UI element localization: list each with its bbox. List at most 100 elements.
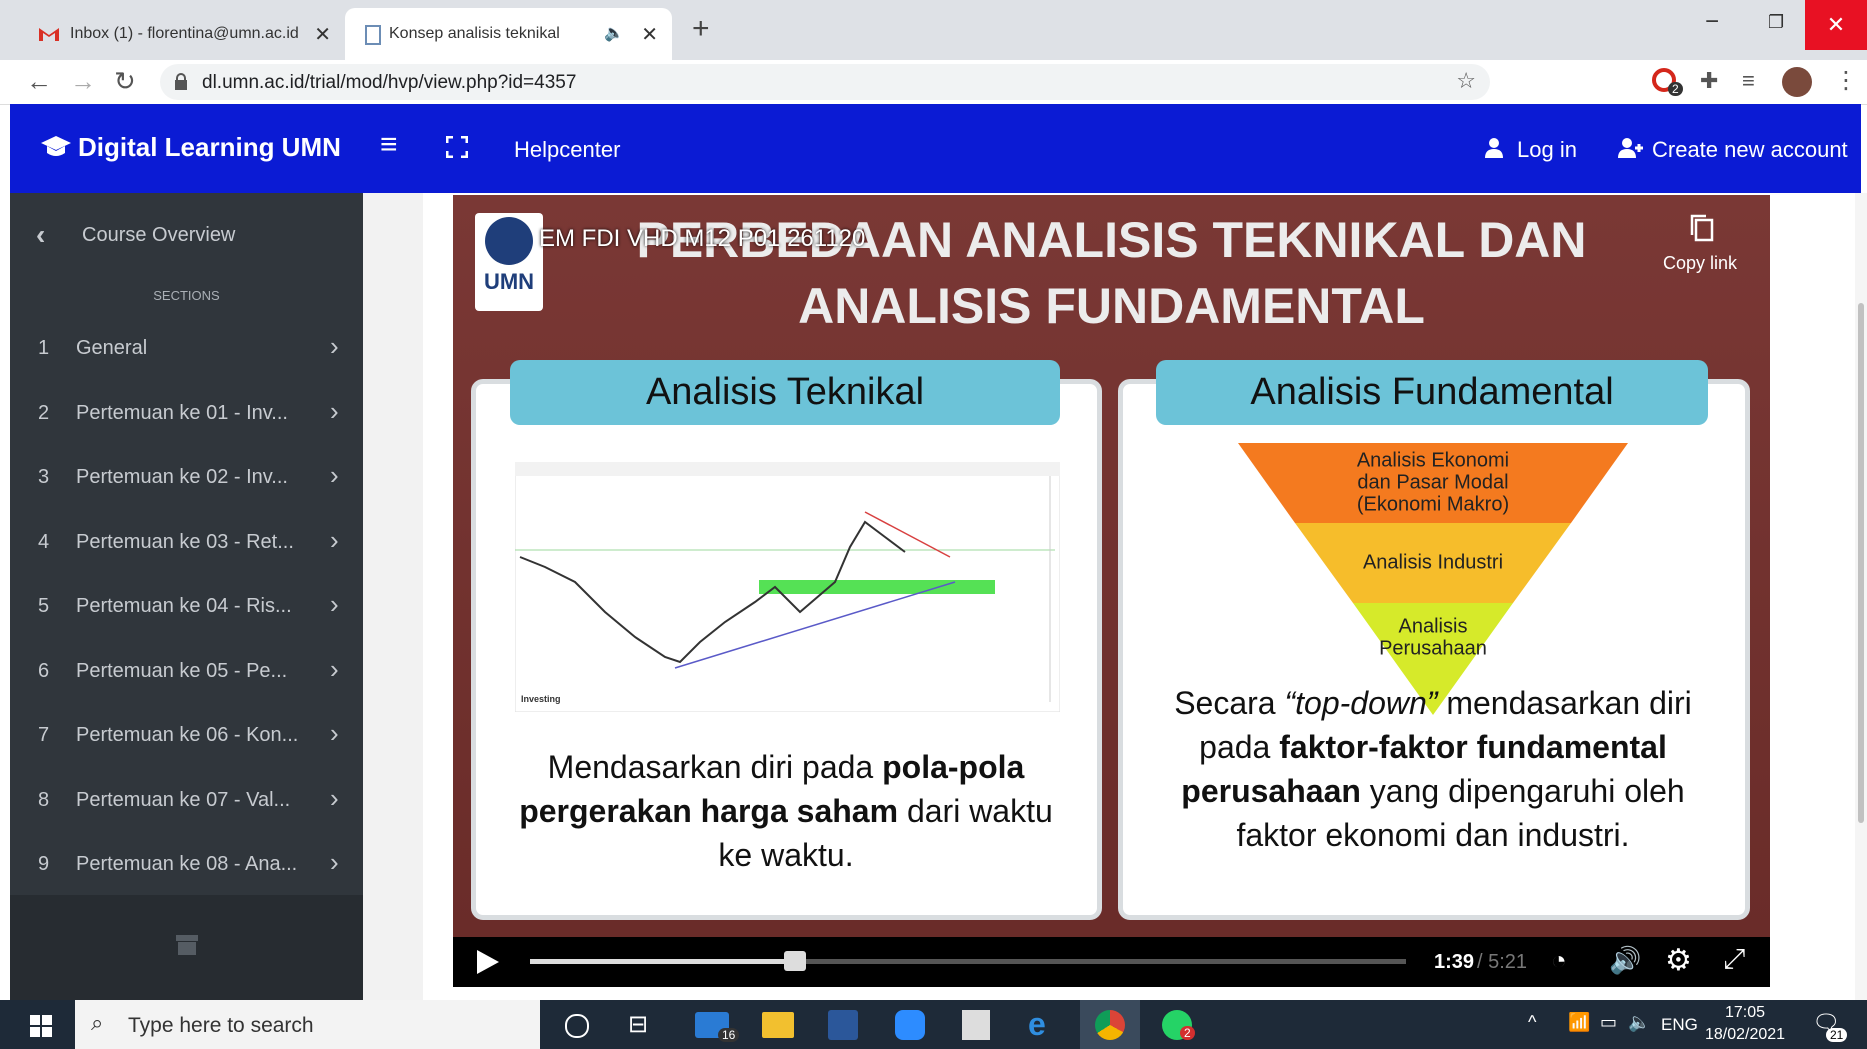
reload-button[interactable]: ↻ [114, 66, 136, 97]
signup-link[interactable]: Create new account [1652, 137, 1848, 163]
content-gutter [363, 193, 423, 1000]
brand[interactable]: Digital Learning UMN [78, 132, 341, 163]
panel-text: Secara “top-down” mendasarkan diri pada … [1143, 681, 1723, 857]
section-chevron: › [330, 718, 339, 749]
tab-active[interactable]: Konsep analisis teknikal 🔈 ✕ [345, 8, 672, 60]
start-button[interactable] [30, 1015, 52, 1037]
section-number: 1 [38, 337, 49, 360]
text-part: Secara [1174, 685, 1275, 721]
bookmark-star[interactable]: ☆ [1456, 68, 1476, 94]
menu[interactable]: ⋮ [1834, 66, 1858, 95]
section-chevron: › [330, 589, 339, 620]
copy-link[interactable]: Copy link [1663, 253, 1737, 274]
settings-button[interactable]: ⚙ [1665, 943, 1692, 978]
tab-audio[interactable]: 🔈 [604, 23, 624, 43]
lock-icon [174, 73, 188, 91]
play-button[interactable] [477, 950, 499, 974]
site-header: Digital Learning UMN ≡ Helpcenter Log in… [10, 104, 1861, 193]
minimize[interactable]: − [1705, 8, 1719, 36]
page: Konsep analisis teknikal { "browser": { … [0, 0, 1867, 1049]
current-time: 1:39 [1434, 951, 1474, 974]
chart-watermark: Investing [521, 694, 561, 704]
scroll-thumb[interactable] [1858, 303, 1864, 823]
section-number: 7 [38, 724, 49, 747]
search-box[interactable]: ⌕ Type here to search [75, 1000, 540, 1049]
brand-icon [40, 134, 72, 160]
chrome-icon [1095, 1010, 1125, 1040]
section-number: 5 [38, 595, 49, 618]
section-title: Pertemuan ke 03 - Ret... [76, 531, 294, 554]
course-overview-link[interactable]: Course Overview [82, 224, 235, 247]
section-title: Pertemuan ke 01 - Inv... [76, 402, 288, 425]
youtube-watermark[interactable]: YouTube [1603, 875, 1743, 914]
fullscreen-button[interactable]: ⤢ [1723, 943, 1745, 976]
back-chevron[interactable]: ‹ [36, 219, 45, 251]
menu-toggle[interactable]: ≡ [380, 128, 398, 162]
gmail-icon [38, 26, 60, 42]
back-button[interactable]: ← [26, 66, 52, 97]
user-icon [1485, 138, 1503, 158]
text-part: Mendasarkan diri pada [548, 749, 874, 785]
volume-button[interactable]: 🔊 [1609, 945, 1641, 976]
pyramid-label: (Ekonomi Makro) [1357, 493, 1509, 515]
section-item[interactable]: 5 Pertemuan ke 04 - Ris... › [10, 579, 363, 635]
screen: Inbox (1) - florentina@umn.ac.id ✕ Konse… [0, 0, 1867, 1049]
extensions[interactable]: ✚ [1700, 68, 1718, 94]
tray-expand[interactable]: ^ [1528, 1012, 1536, 1033]
volume-icon[interactable]: 🔈 [1628, 1012, 1650, 1033]
panel-heading: Analisis Teknikal [510, 360, 1060, 425]
edge-app[interactable]: e [1028, 1006, 1046, 1043]
fullscreen-toggle[interactable] [446, 136, 468, 158]
forward-button[interactable]: → [70, 66, 96, 97]
store-app[interactable] [962, 1010, 990, 1040]
url-box[interactable]: dl.umn.ac.id/trial/mod/hvp/view.php?id=4… [160, 64, 1490, 100]
pyramid-label: dan Pasar Modal [1357, 471, 1508, 493]
chrome-app-active[interactable] [1080, 1000, 1140, 1049]
video-player[interactable]: PERBEDAAN ANALISIS TEKNIKAL DAN ANALISIS… [453, 195, 1770, 987]
section-title: Pertemuan ke 07 - Val... [76, 789, 290, 812]
section-number: 4 [38, 531, 49, 554]
language[interactable]: ENG [1661, 1015, 1698, 1035]
zoom-app[interactable] [895, 1010, 925, 1040]
cortana[interactable] [565, 1014, 589, 1038]
section-title: Pertemuan ke 04 - Ris... [76, 595, 292, 618]
copy-icon[interactable] [1689, 213, 1715, 243]
restore[interactable]: ❐ [1768, 12, 1784, 33]
task-view[interactable]: ⊟ [628, 1010, 648, 1039]
helpcenter-link[interactable]: Helpcenter [514, 137, 620, 163]
section-title: Pertemuan ke 08 - Ana... [76, 853, 297, 876]
tab-close[interactable]: ✕ [314, 22, 331, 47]
new-tab[interactable]: + [692, 12, 710, 46]
clock-time[interactable]: 17:05 [1700, 1004, 1790, 1022]
clock-date[interactable]: 18/02/2021 [1700, 1026, 1790, 1044]
section-chevron: › [330, 525, 339, 556]
section-chevron: › [330, 847, 339, 878]
video-title[interactable]: EM FDI VHD M12 P01 261120 [539, 225, 865, 253]
slide-logo: UMN [475, 213, 543, 311]
speed-button[interactable]: ◔ [1551, 945, 1567, 976]
duration: / 5:21 [1477, 951, 1527, 974]
battery-icon[interactable]: ▭ [1600, 1012, 1617, 1033]
section-item[interactable]: 4 Pertemuan ke 03 - Ret... › [10, 515, 363, 571]
section-number: 8 [38, 789, 49, 812]
login-link[interactable]: Log in [1517, 137, 1577, 163]
tab[interactable]: Inbox (1) - florentina@umn.ac.id ✕ [10, 8, 345, 60]
section-title: General [76, 337, 147, 360]
word-app[interactable] [828, 1010, 858, 1040]
reading-list[interactable]: ≡ [1742, 68, 1755, 94]
address-bar: ← → ↻ dl.umn.ac.id/trial/mod/hvp/view.ph… [0, 60, 1867, 105]
network-icon[interactable]: 📶 [1568, 1012, 1590, 1033]
progress-handle[interactable] [784, 951, 806, 971]
close-window[interactable]: ✕ [1805, 0, 1867, 50]
profile-avatar[interactable] [1782, 67, 1812, 97]
explorer-app[interactable] [762, 1012, 794, 1038]
tab-close[interactable]: ✕ [641, 22, 658, 47]
